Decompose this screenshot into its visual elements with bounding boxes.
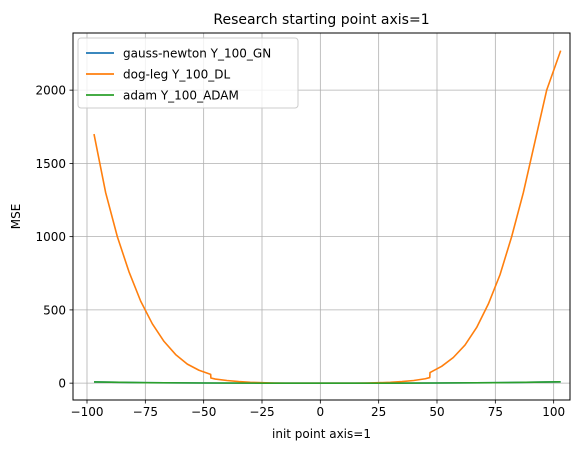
x-tick-label: 25: [371, 405, 386, 419]
x-tick-label: 0: [317, 405, 325, 419]
legend-entry: adam Y_100_ADAM: [123, 89, 239, 103]
plot-area-frame: [72, 32, 571, 401]
x-tick-label: −25: [249, 405, 274, 419]
chart-title: Research starting point axis=1: [213, 12, 429, 28]
x-tick-label: 100: [542, 405, 565, 419]
x-tick-label: −75: [133, 405, 158, 419]
legend-entry: dog-leg Y_100_DL: [123, 68, 231, 82]
x-tick-label: 50: [429, 405, 444, 419]
y-axis-label: MSE: [9, 204, 23, 230]
legend-box: [77, 37, 299, 109]
y-tick-label: 500: [43, 303, 66, 317]
y-tick-label: 2000: [35, 84, 66, 98]
legend-entry: gauss-newton Y_100_GN: [123, 47, 271, 61]
x-tick-label: 75: [488, 405, 503, 419]
y-tick-label: 1000: [35, 230, 66, 244]
series-line: [93, 381, 561, 384]
y-tick-label: 0: [58, 377, 66, 391]
plot-lines: [93, 50, 562, 384]
x-tick-label: −50: [191, 405, 216, 419]
y-tick-label: 1500: [35, 157, 66, 171]
x-axis-label: init point axis=1: [272, 427, 371, 441]
x-tick-label: −100: [71, 405, 104, 419]
legend: gauss-newton Y_100_GN dog-leg Y_100_DLada…: [77, 37, 299, 109]
